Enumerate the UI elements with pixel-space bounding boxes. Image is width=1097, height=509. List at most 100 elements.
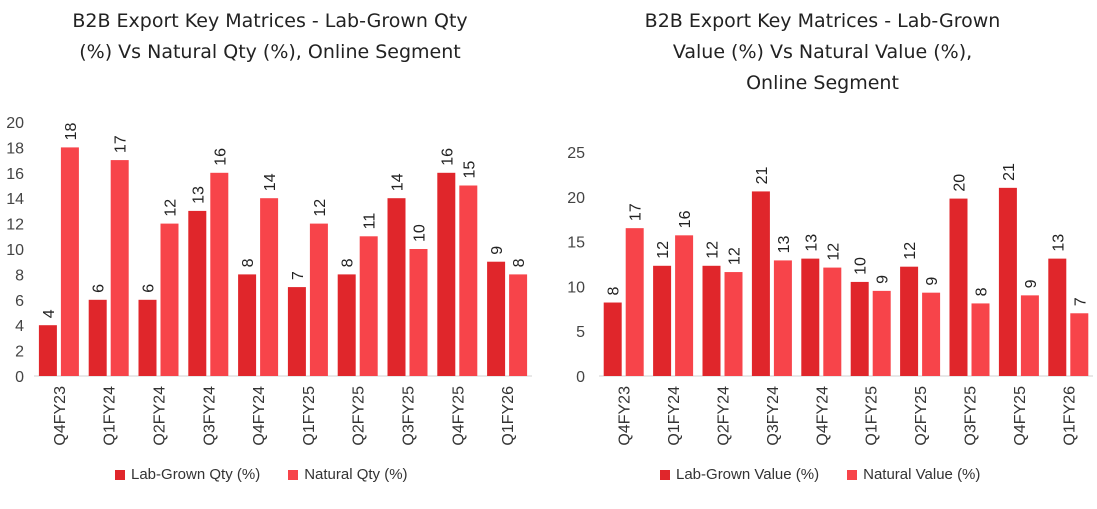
data-label: 13	[1050, 234, 1067, 252]
data-label: 18	[63, 123, 80, 141]
x-tick-label: Q3FY24	[201, 386, 218, 446]
x-tick-label: Q1FY24	[666, 386, 683, 446]
data-label: 17	[628, 203, 645, 221]
qty-chart: B2B Export Key Matrices - Lab-Grown Qty …	[0, 0, 540, 509]
legend-swatch	[115, 469, 125, 480]
bar-natural	[459, 185, 478, 376]
data-label: 9	[1023, 279, 1040, 288]
data-label: 12	[163, 199, 180, 217]
bar-natural	[625, 228, 644, 376]
chart-title: B2B Export Key Matrices - Lab-Grown Qty …	[0, 6, 540, 68]
bar-lab-grown	[900, 266, 919, 376]
x-tick-label: Q3FY24	[765, 386, 782, 446]
legend-item: Lab-Grown Value (%)	[660, 466, 819, 483]
data-label: 14	[390, 173, 407, 191]
bar-lab-grown	[1048, 258, 1067, 376]
bar-lab-grown	[88, 299, 107, 376]
bar-lab-grown	[801, 258, 820, 376]
y-tick-label: 6	[15, 293, 24, 310]
bar-natural	[675, 235, 694, 376]
legend-swatch	[288, 469, 299, 480]
bar-natural	[160, 223, 179, 376]
y-tick-label: 14	[6, 191, 24, 208]
data-label: 12	[825, 243, 842, 261]
x-tick-label: Q4FY23	[617, 386, 634, 446]
data-label: 9	[875, 275, 892, 284]
x-tick-label: Q2FY24	[716, 386, 733, 446]
bar-lab-grown	[238, 274, 257, 376]
bar-natural	[1070, 313, 1089, 376]
bar-lab-grown	[437, 172, 456, 376]
bar-lab-grown	[949, 198, 968, 376]
bar-natural	[260, 198, 279, 376]
x-tick-label: Q3FY25	[401, 386, 418, 446]
bar-lab-grown	[387, 198, 406, 376]
data-label: 9	[924, 277, 941, 286]
bar-lab-grown	[653, 265, 672, 376]
x-tick-label: Q1FY26	[500, 386, 517, 446]
data-label: 13	[776, 236, 793, 254]
value-chart: B2B Export Key Matrices - Lab-Grown Valu…	[548, 0, 1097, 509]
legend-label: Lab-Grown Qty (%)	[131, 466, 261, 483]
bar-natural	[210, 172, 229, 376]
y-tick-label: 5	[576, 324, 585, 341]
x-tick-label: Q1FY25	[301, 386, 318, 446]
y-tick-label: 18	[6, 140, 24, 157]
legend-swatch	[660, 469, 670, 480]
data-label: 10	[412, 224, 429, 242]
x-tick-label: Q2FY25	[913, 386, 930, 446]
data-label: 4	[41, 309, 58, 318]
chart-title-line: B2B Export Key Matrices - Lab-Grown	[644, 10, 1001, 32]
data-label: 16	[677, 210, 694, 228]
y-tick-label: 25	[567, 145, 585, 162]
x-tick-label: Q2FY24	[152, 386, 169, 446]
x-tick-label: Q4FY25	[1012, 386, 1029, 446]
data-label: 9	[489, 246, 506, 255]
y-tick-label: 15	[567, 235, 585, 252]
data-label: 16	[212, 148, 229, 166]
data-label: 13	[803, 234, 820, 252]
bar-lab-grown	[287, 287, 306, 376]
data-label: 6	[91, 284, 108, 293]
legend-label: Lab-Grown Value (%)	[676, 466, 820, 483]
x-tick-label: Q1FY26	[1061, 386, 1078, 446]
value-chart-plot: 0 5 10 15 20 25 8 17 Q4FY23 12 16 Q1FY24 12 12 Q2FY24 2…	[567, 145, 1093, 446]
bar-lab-grown	[188, 210, 207, 376]
bar-natural	[971, 303, 990, 376]
chart-legend: Lab-Grown Qty (%) Natural Qty (%)	[115, 466, 408, 483]
bar-natural	[922, 292, 941, 376]
data-label: 8	[974, 287, 991, 296]
data-label: 21	[1001, 163, 1018, 181]
data-label: 20	[952, 174, 969, 192]
chart-title-line: Online Segment	[746, 72, 899, 94]
data-label: 7	[290, 271, 307, 280]
y-tick-label: 10	[6, 242, 24, 259]
bar-lab-grown	[603, 302, 622, 376]
bar-natural	[359, 236, 378, 376]
chart-title-line: Value (%) Vs Natural Value (%),	[672, 41, 973, 63]
x-tick-label: Q4FY24	[814, 386, 831, 446]
chart-title-line: B2B Export Key Matrices - Lab-Grown Qty	[72, 10, 468, 32]
legend-label: Natural Qty (%)	[304, 466, 408, 483]
data-label: 6	[141, 284, 158, 293]
x-tick-label: Q3FY25	[963, 386, 980, 446]
legend-item: Lab-Grown Qty (%)	[115, 466, 260, 483]
chart-title: B2B Export Key Matrices - Lab-Grown Valu…	[548, 6, 1097, 99]
bar-natural	[823, 267, 842, 376]
chart-legend: Lab-Grown Value (%) Natural Value (%)	[660, 466, 980, 483]
y-tick-label: 16	[6, 166, 24, 183]
bar-natural	[1020, 295, 1039, 376]
data-label: 17	[113, 135, 130, 153]
legend-item: Natural Value (%)	[847, 466, 980, 483]
data-label: 16	[439, 148, 456, 166]
bar-lab-grown	[38, 325, 57, 376]
y-tick-label: 0	[15, 369, 24, 386]
y-tick-label: 2	[15, 344, 24, 361]
bar-natural	[509, 274, 528, 376]
data-label: 10	[853, 257, 870, 275]
x-tick-label: Q4FY23	[52, 386, 69, 446]
x-tick-label: Q1FY24	[102, 386, 119, 446]
bar-natural	[409, 249, 428, 376]
data-label: 14	[262, 173, 279, 191]
bar-lab-grown	[850, 281, 869, 376]
